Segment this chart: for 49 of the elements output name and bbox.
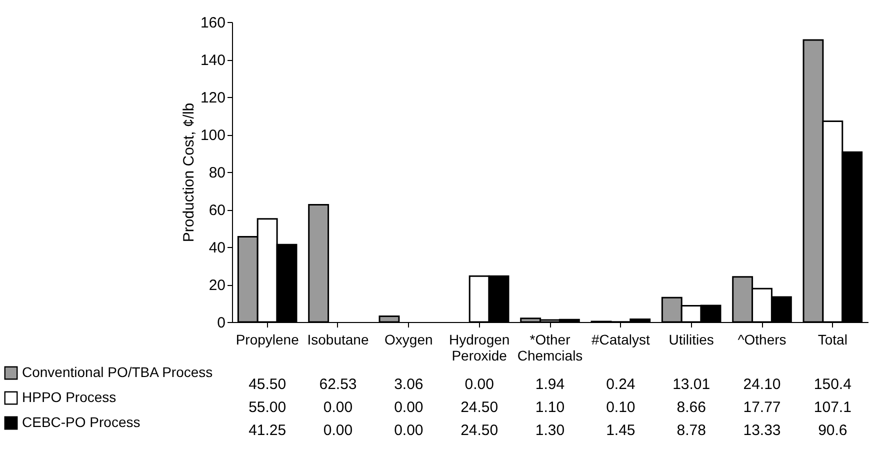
y-tick-label: 160 [200,14,226,32]
data-label: 45.50 [248,376,286,393]
data-label: 1.45 [606,422,636,439]
data-label: 0.00 [394,422,424,439]
data-label: 3.06 [394,376,424,393]
x-tick-label: *Other Chemcials [517,332,583,364]
data-label: 24.50 [460,399,498,416]
legend-label: CEBC-PO Process [22,414,140,430]
data-label: 13.33 [743,422,781,439]
y-tick-label: 80 [208,164,226,182]
y-tick-label: 40 [208,240,226,256]
x-tick-label: ^Others [738,332,786,348]
data-label: 24.10 [743,376,781,393]
x-tick-label: Isobutane [307,332,369,348]
y-tick-label: 20 [208,277,226,294]
data-label: 107.1 [814,399,852,416]
data-label: 55.00 [248,399,286,416]
data-label: 1.94 [535,376,565,393]
data-label: 8.66 [676,399,706,416]
y-tick-label: 0 [217,314,226,332]
y-tick-label: 140 [200,52,226,69]
data-label: 0.24 [606,376,636,393]
data-label: 0.00 [323,399,353,416]
data-label: 62.53 [319,376,357,393]
data-label: 1.10 [535,399,565,416]
legend-label: HPPO Process [22,389,116,405]
y-tick-label: 60 [208,202,226,219]
x-tick-label: #Catalyst [591,332,650,348]
data-label: 41.25 [248,422,286,439]
data-label: 0.00 [394,399,424,416]
data-label: 17.77 [743,399,781,416]
data-label: 0.00 [323,422,353,439]
data-label: 13.01 [672,376,710,393]
data-label: 0.00 [464,376,494,393]
y-axis-title: Production Cost, ¢/lb [180,102,198,242]
data-label: 8.78 [676,422,706,439]
x-tick-label: Utilities [668,332,714,348]
y-tick-label: 100 [200,127,226,144]
data-label: 150.4 [814,376,852,393]
y-tick-label: 120 [200,90,226,106]
data-label: 1.30 [535,422,565,439]
x-tick-label: Total [818,332,848,348]
data-label: 0.10 [606,399,636,416]
data-label: 24.50 [460,422,498,439]
legend-label: Conventional PO/TBA Process [22,364,213,380]
x-tick-label: Propylene [236,332,300,348]
x-tick-label: Oxygen [384,332,433,348]
x-tick-label: Hydrogen Peroxide [448,332,510,364]
data-label: 90.6 [818,422,848,439]
